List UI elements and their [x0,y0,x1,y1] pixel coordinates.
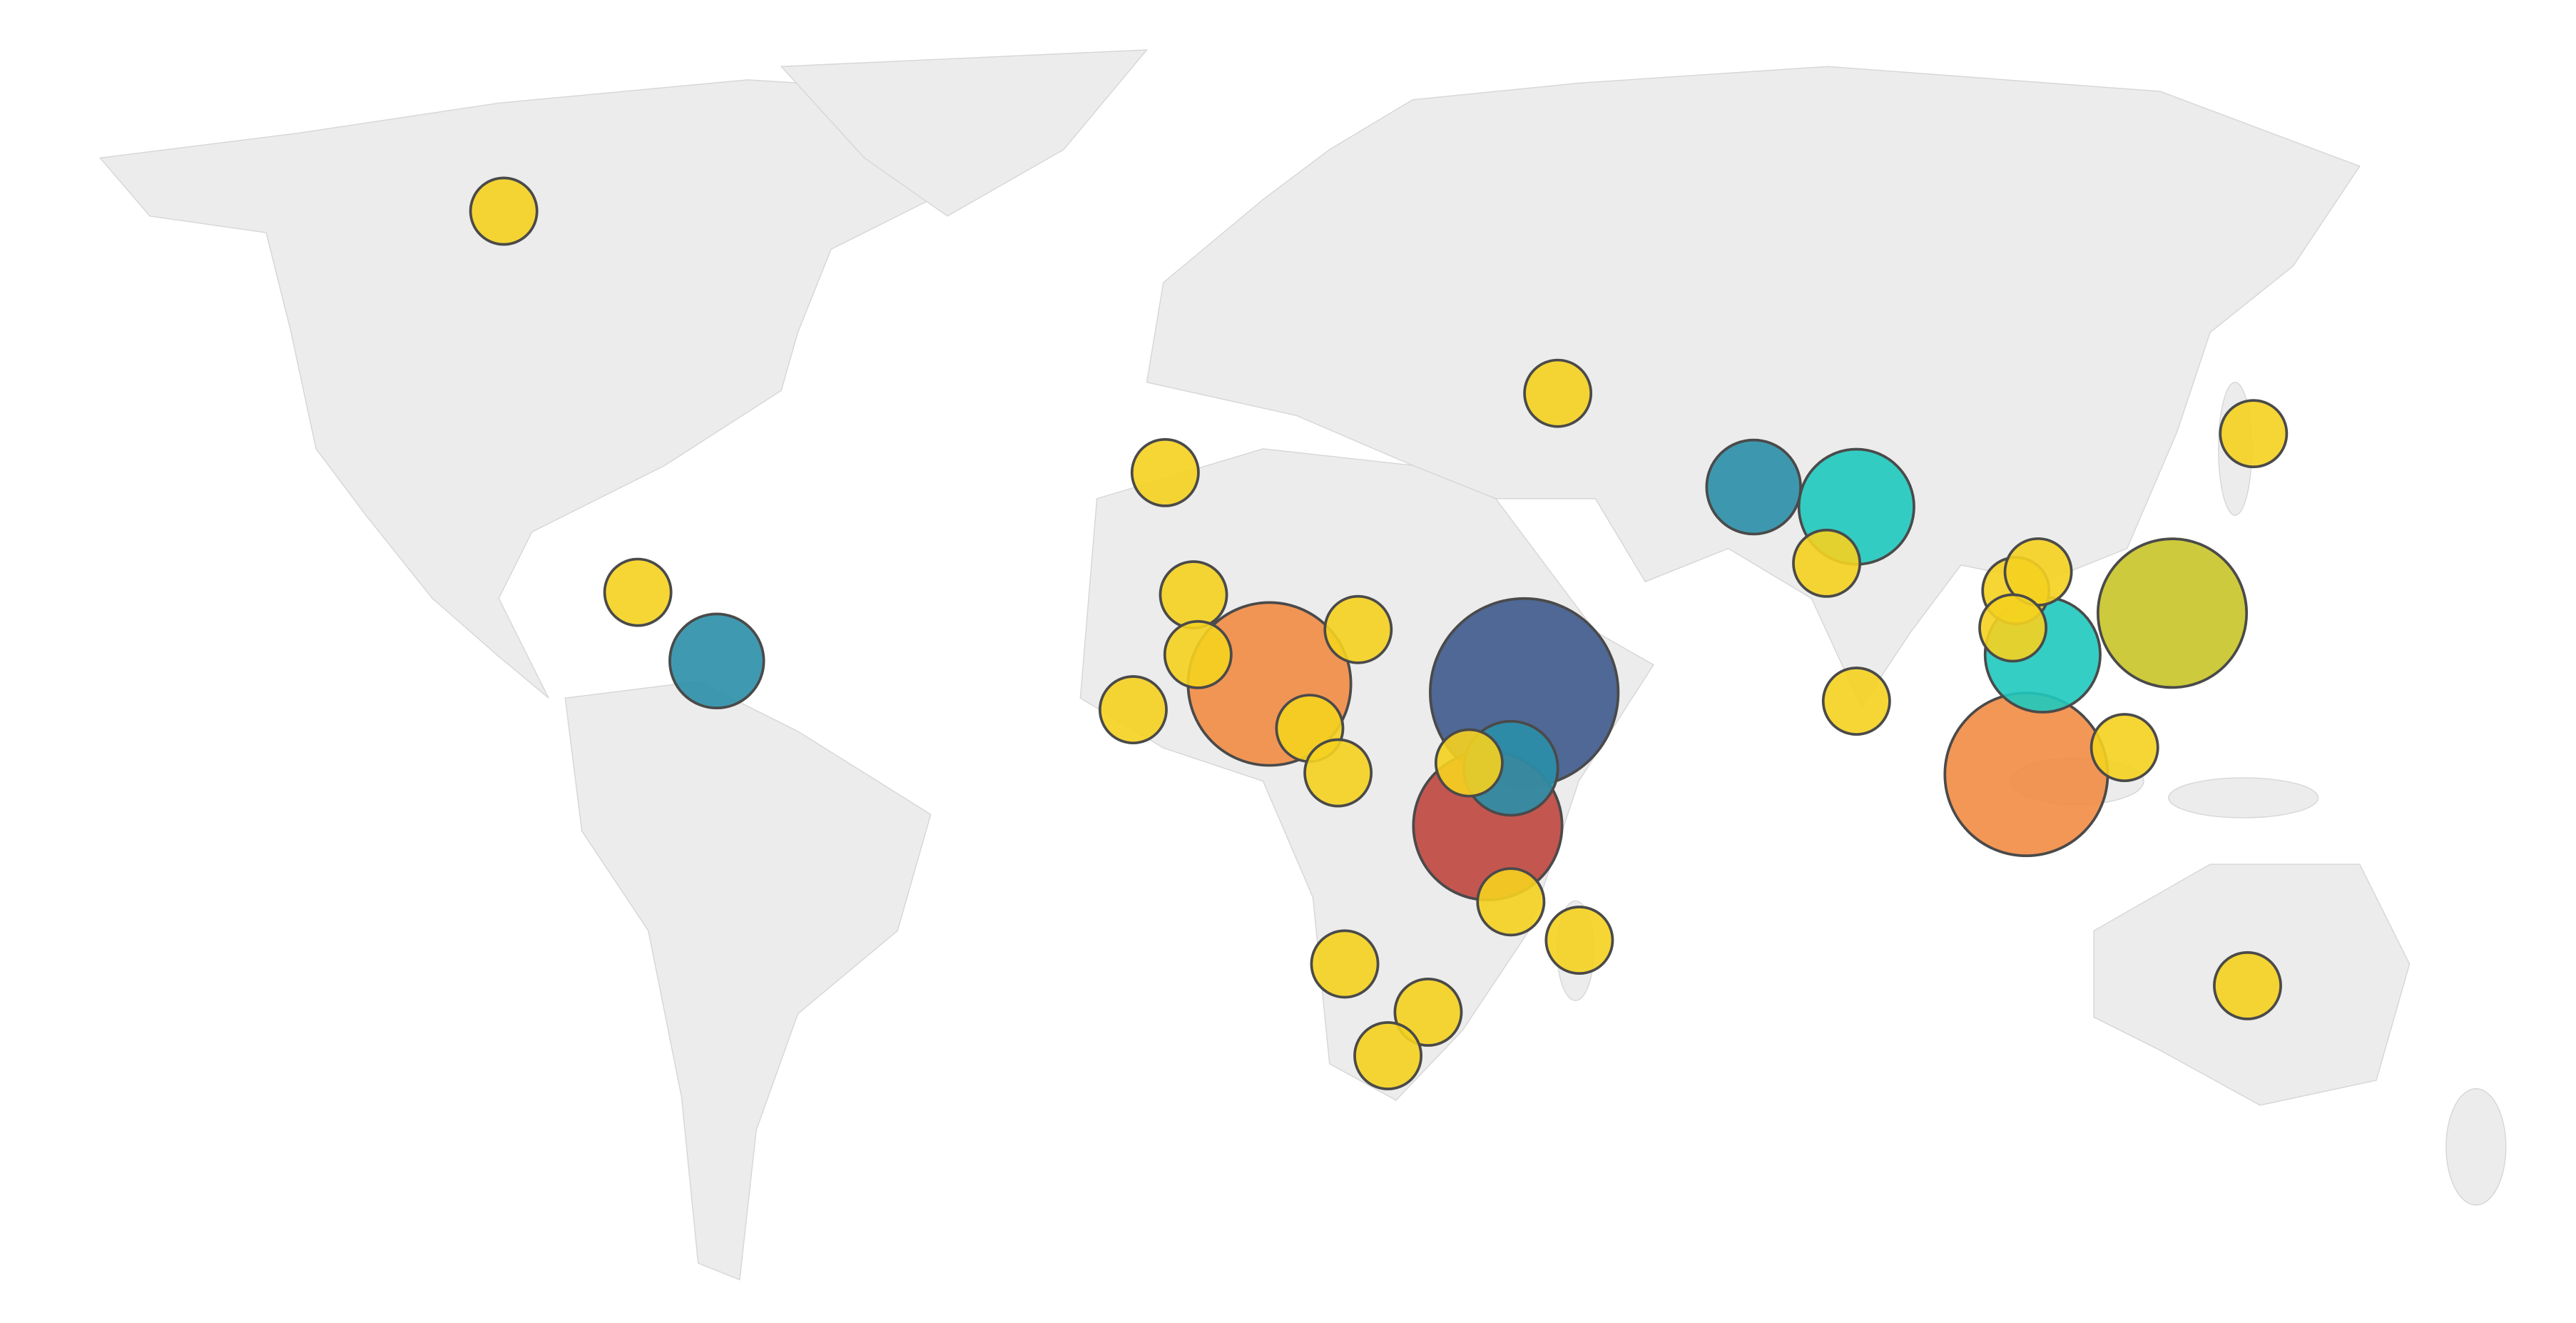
bubbles [469,176,2289,1090]
bubble [1544,906,1614,975]
bubble [1130,437,1200,507]
bubble [469,176,539,246]
new-zealand [2445,1088,2507,1206]
south-america [564,681,932,1281]
bubble [1943,691,2109,858]
bubble [1099,675,1168,745]
bubble [1978,593,2048,663]
bubble [2089,713,2159,783]
bubble [603,557,673,627]
bubble [1523,358,1593,428]
bubble [1323,594,1393,664]
bubble [668,612,765,710]
greenland [780,49,1149,217]
bubble [1353,1020,1423,1090]
bubble [1821,666,1891,736]
new-guinea [2168,777,2319,818]
bubble [2213,951,2282,1020]
bubble [1434,728,1504,798]
bubble [2219,399,2289,469]
bubble [1705,438,1802,536]
bubble [2097,537,2249,689]
bubble [1310,929,1380,999]
bubble [1476,867,1546,937]
bubble [1159,560,1228,630]
bubble [1163,619,1233,689]
bubble [1393,977,1463,1047]
bubble [1303,738,1373,808]
bubble [1792,528,1862,598]
